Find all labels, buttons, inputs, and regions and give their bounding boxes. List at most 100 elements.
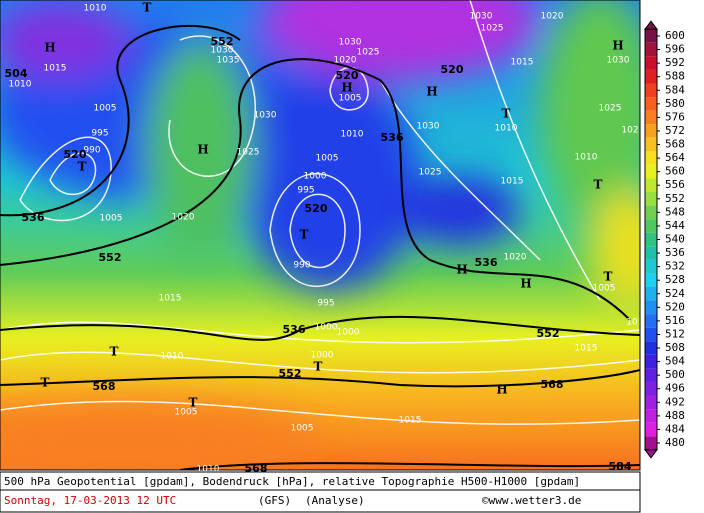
scale-label: 580 xyxy=(665,97,685,110)
map-label: 536 xyxy=(22,211,45,224)
scale-swatch xyxy=(645,422,657,437)
scale-label: 564 xyxy=(665,151,685,164)
scale-label: 552 xyxy=(665,192,685,205)
map-label: 990 xyxy=(83,146,100,156)
map-label: 1005 xyxy=(316,154,339,164)
scale-label: 484 xyxy=(665,422,685,435)
map-label: 520 xyxy=(64,148,87,161)
map-label: 102 xyxy=(621,126,638,136)
scale-label: 480 xyxy=(665,436,685,449)
map-label: 536 xyxy=(475,256,498,269)
map-label: 990 xyxy=(293,261,310,271)
footer-date: Sonntag, 17-03-2013 12 UTC xyxy=(4,494,176,507)
map-label: 1020 xyxy=(334,56,357,66)
map-label: H xyxy=(44,41,55,55)
map-label: 995 xyxy=(317,299,334,309)
map-label: 1010 xyxy=(197,465,220,475)
map-label: 1030 xyxy=(211,46,234,56)
scale-frame xyxy=(644,28,658,451)
scale-swatch xyxy=(645,368,657,382)
map-label: 1025 xyxy=(237,148,260,158)
scale-swatch xyxy=(645,354,657,369)
scale-swatch xyxy=(645,232,657,247)
map-label: 520 xyxy=(305,202,328,215)
map-label: H xyxy=(520,277,531,291)
map-label: 520 xyxy=(441,63,464,76)
map-label: 1010 xyxy=(575,153,598,163)
scale-swatch xyxy=(645,286,657,301)
map-label: 504 xyxy=(5,67,28,80)
scale-swatch xyxy=(645,192,657,206)
scale-swatch xyxy=(645,69,657,84)
scale-label: 572 xyxy=(665,124,685,137)
map-label: 1005 xyxy=(175,408,198,418)
map-label: T xyxy=(502,107,511,121)
scale-swatch xyxy=(645,273,657,287)
map-label: 536 xyxy=(381,131,404,144)
map-label: 1000 xyxy=(337,328,360,338)
map-label: T xyxy=(604,270,613,284)
scale-swatch xyxy=(645,246,657,260)
map-label: 1030 xyxy=(254,111,277,121)
map-label: T xyxy=(314,360,323,374)
map-label: 552 xyxy=(211,35,234,48)
map-label: T xyxy=(110,345,119,359)
scale-label: 528 xyxy=(665,273,685,286)
scale-label: 596 xyxy=(665,43,685,56)
map-label: 584 xyxy=(609,460,632,473)
map-label: 568 xyxy=(541,378,564,391)
map xyxy=(0,0,640,470)
map-label: T xyxy=(143,1,152,15)
scale-label: 492 xyxy=(665,395,685,408)
footer-credit: ©www.wetter3.de xyxy=(482,494,581,507)
map-label: H xyxy=(197,143,208,157)
map-label: 1005 xyxy=(291,424,314,434)
scale-label: 508 xyxy=(665,341,685,354)
map-label: 1030 xyxy=(339,38,362,48)
map-label: 1010 xyxy=(161,352,184,362)
scale-label: 588 xyxy=(665,70,685,83)
scale-swatch xyxy=(645,205,657,220)
scale-swatch xyxy=(645,314,657,328)
map-label: 536 xyxy=(283,323,306,336)
scale-label: 536 xyxy=(665,246,685,259)
scale-label: 532 xyxy=(665,260,685,273)
scale-swatch xyxy=(645,381,657,396)
map-label: 1015 xyxy=(399,416,422,426)
scale-label: 544 xyxy=(665,219,685,232)
map-label: 1000 xyxy=(315,323,338,333)
map-label: T xyxy=(41,376,50,390)
map-label: 1025 xyxy=(357,48,380,58)
map-label: 520 xyxy=(336,69,359,82)
footer-model: (GFS) xyxy=(258,494,291,507)
map-label: 995 xyxy=(297,186,314,196)
map-label: 1010 xyxy=(341,130,364,140)
scale-label: 592 xyxy=(665,56,685,69)
scale-swatch xyxy=(645,341,657,355)
scale-label: 576 xyxy=(665,110,685,123)
map-label: 995 xyxy=(91,129,108,139)
map-label: 1030 xyxy=(607,56,630,66)
map-label: 1025 xyxy=(419,168,442,178)
map-label: 1015 xyxy=(575,344,598,354)
map-label: 568 xyxy=(245,462,268,475)
map-label: 1030 xyxy=(417,122,440,132)
scale-label: 488 xyxy=(665,409,685,422)
map-label: 552 xyxy=(537,327,560,340)
map-label: 10 xyxy=(626,318,638,328)
scale-label: 584 xyxy=(665,83,685,96)
map-label: 1010 xyxy=(84,4,107,14)
map-label: T xyxy=(189,396,198,410)
map-label: T xyxy=(300,228,309,242)
scale-label: 568 xyxy=(665,138,685,151)
map-label: 552 xyxy=(279,367,302,380)
scale-swatch xyxy=(645,436,657,450)
scale-swatch xyxy=(645,164,657,179)
scale-swatch xyxy=(645,327,657,342)
scale-swatch xyxy=(645,178,657,193)
scale-label: 548 xyxy=(665,205,685,218)
map-label: 1015 xyxy=(501,177,524,187)
map-label: H xyxy=(456,263,467,277)
map-label: 1020 xyxy=(541,12,564,22)
